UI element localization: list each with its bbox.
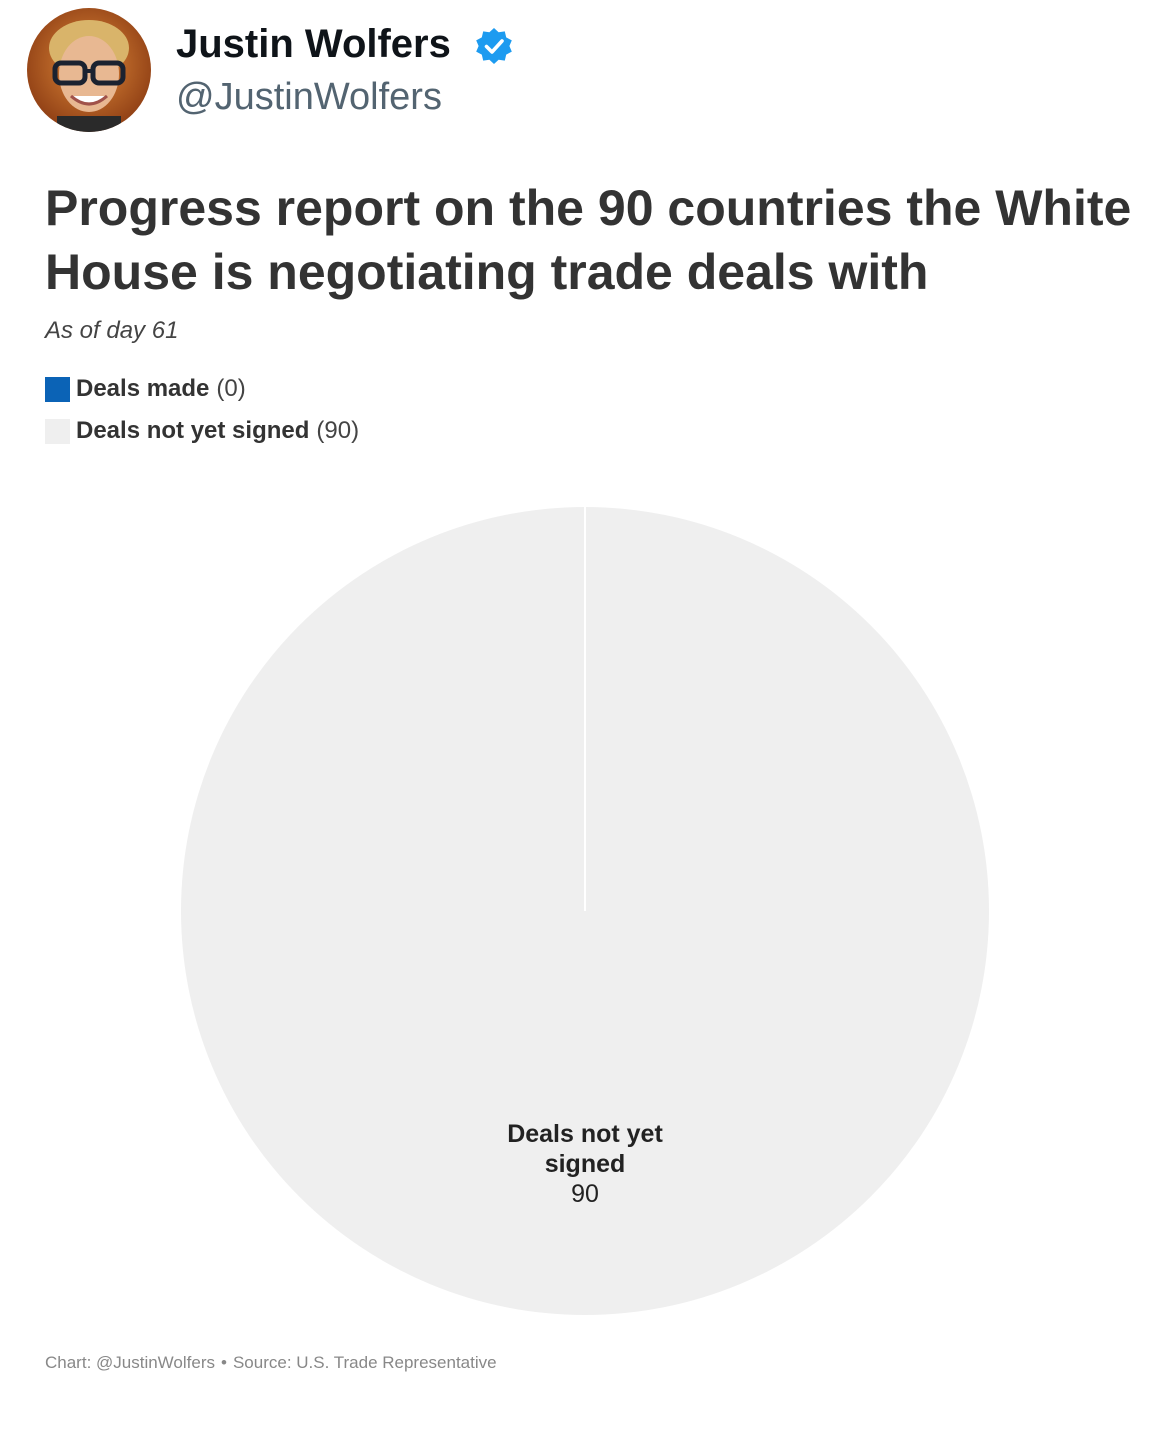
chart-subtitle: As of day 61 (45, 317, 179, 344)
chart-legend: Deals made (0) Deals not yet signed (90) (45, 374, 359, 458)
author-handle[interactable]: @JustinWolfers (176, 76, 442, 118)
avatar[interactable] (27, 8, 151, 132)
chart-source: Source: U.S. Trade Representative (232, 1353, 497, 1372)
credit-separator: • (221, 1353, 227, 1372)
legend-label: Deals made (76, 375, 210, 402)
chart-credit: Chart: @JustinWolfers (45, 1353, 215, 1372)
verified-badge-icon (476, 28, 512, 64)
legend-count: (0) (216, 375, 246, 402)
legend-swatch (45, 418, 70, 444)
avatar-photo-icon (27, 8, 151, 132)
chart-title: Progress report on the 90 countries the … (45, 180, 1132, 300)
legend-item-deals-made: Deals made (0) (45, 374, 359, 404)
legend-swatch (45, 376, 70, 402)
pie-data-label-value: 90 (571, 1180, 599, 1208)
legend-count: (90) (316, 417, 360, 444)
legend-item-deals-not-signed: Deals not yet signed (90) (45, 416, 359, 446)
legend-label: Deals not yet signed (76, 417, 310, 444)
pie-data-label-line1: Deals not yet (507, 1120, 663, 1148)
chart-credits: Chart: @JustinWolfers • Source: U.S. Trade… (45, 1352, 497, 1374)
pie-data-label-line2: signed (545, 1150, 626, 1178)
author-name[interactable]: Justin Wolfers (176, 22, 451, 66)
